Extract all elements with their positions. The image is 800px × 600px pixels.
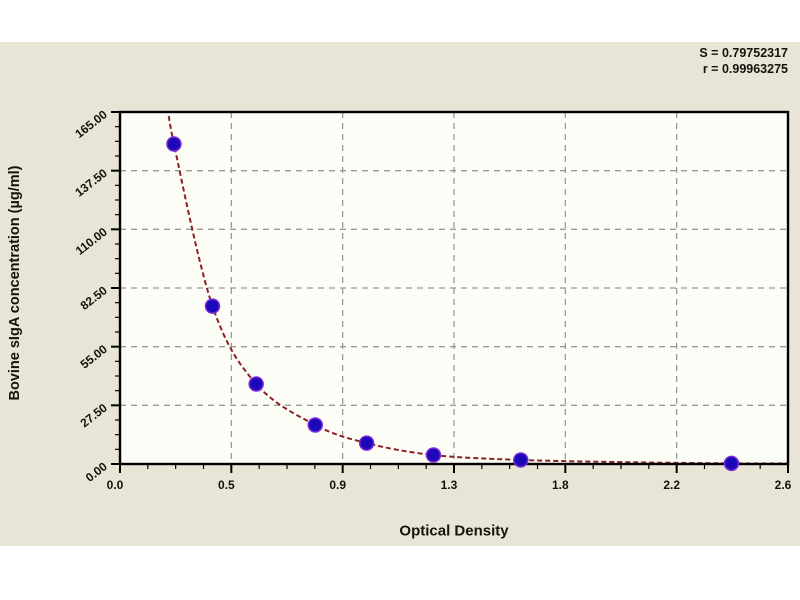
y-tick-label: 55.00	[78, 342, 111, 372]
data-point	[723, 455, 740, 472]
data-point	[513, 452, 529, 468]
data-point	[358, 435, 375, 451]
x-tick-label: 0.9	[329, 478, 346, 492]
y-tick-label: 110.00	[73, 224, 110, 257]
y-tick-label: 27.50	[78, 400, 111, 430]
fit-stat-r: r = 0.99963275	[702, 62, 788, 76]
data-point	[166, 136, 182, 152]
y-tick-label: 137.50	[72, 166, 110, 200]
x-tick-label: 1.3	[441, 478, 458, 492]
x-tick-label: 1.8	[552, 478, 569, 492]
data-point	[307, 417, 324, 433]
y-tick-label: 82.50	[78, 283, 111, 313]
fit-statistics: S = 0.79752317 r = 0.99963275	[699, 45, 788, 77]
fit-stat-s: S = 0.79752317	[699, 46, 788, 60]
x-tick-label: 0.5	[218, 478, 235, 492]
x-tick-label: 2.2	[663, 478, 680, 492]
x-axis-title: Optical Density	[399, 522, 509, 540]
data-point	[425, 447, 442, 463]
y-tick-label: 165.00	[72, 107, 110, 141]
data-point	[204, 298, 221, 314]
plot-border	[118, 110, 790, 466]
x-tick-label: 0.0	[107, 478, 124, 492]
x-tick-label: 2.6	[775, 478, 792, 492]
data-point	[248, 376, 264, 392]
